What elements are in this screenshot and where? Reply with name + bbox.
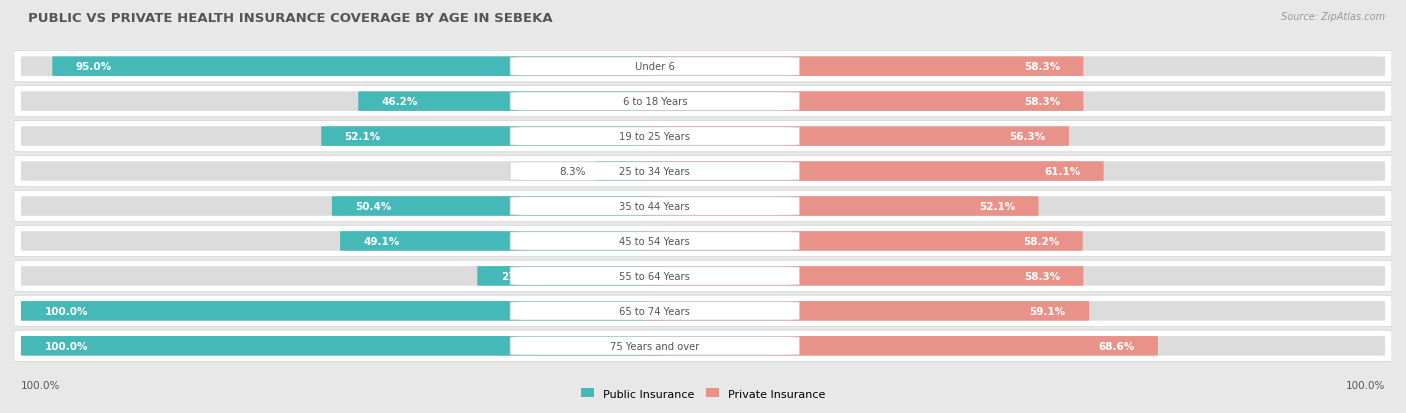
Text: 45 to 54 Years: 45 to 54 Years bbox=[620, 236, 690, 247]
Text: 100.0%: 100.0% bbox=[21, 380, 60, 390]
FancyBboxPatch shape bbox=[648, 197, 1039, 216]
FancyBboxPatch shape bbox=[648, 162, 1385, 181]
FancyBboxPatch shape bbox=[648, 232, 1083, 251]
Text: 58.2%: 58.2% bbox=[1024, 236, 1059, 247]
Text: 49.1%: 49.1% bbox=[364, 236, 399, 247]
FancyBboxPatch shape bbox=[478, 266, 662, 286]
FancyBboxPatch shape bbox=[648, 266, 1084, 286]
FancyBboxPatch shape bbox=[510, 58, 800, 76]
FancyBboxPatch shape bbox=[510, 232, 800, 251]
FancyBboxPatch shape bbox=[21, 197, 662, 216]
Legend: Public Insurance, Private Insurance: Public Insurance, Private Insurance bbox=[581, 388, 825, 399]
FancyBboxPatch shape bbox=[648, 57, 1385, 77]
FancyBboxPatch shape bbox=[648, 162, 1104, 181]
FancyBboxPatch shape bbox=[359, 92, 662, 112]
Text: 68.6%: 68.6% bbox=[1098, 341, 1135, 351]
Text: 50.4%: 50.4% bbox=[356, 202, 392, 211]
Text: 35 to 44 Years: 35 to 44 Years bbox=[620, 202, 690, 211]
Text: 52.1%: 52.1% bbox=[344, 132, 381, 142]
Text: 27.2%: 27.2% bbox=[501, 271, 537, 281]
FancyBboxPatch shape bbox=[14, 156, 1392, 188]
FancyBboxPatch shape bbox=[14, 86, 1392, 118]
FancyBboxPatch shape bbox=[14, 121, 1392, 152]
FancyBboxPatch shape bbox=[332, 197, 662, 216]
Text: 59.1%: 59.1% bbox=[1029, 306, 1066, 316]
FancyBboxPatch shape bbox=[648, 127, 1385, 147]
FancyBboxPatch shape bbox=[510, 162, 800, 181]
FancyBboxPatch shape bbox=[648, 301, 1090, 321]
Text: 58.3%: 58.3% bbox=[1024, 97, 1060, 107]
FancyBboxPatch shape bbox=[21, 336, 662, 356]
FancyBboxPatch shape bbox=[510, 128, 800, 146]
Text: 75 Years and over: 75 Years and over bbox=[610, 341, 699, 351]
FancyBboxPatch shape bbox=[510, 337, 800, 355]
FancyBboxPatch shape bbox=[648, 336, 1159, 356]
Text: 46.2%: 46.2% bbox=[381, 97, 418, 107]
Text: 19 to 25 Years: 19 to 25 Years bbox=[619, 132, 690, 142]
Text: 52.1%: 52.1% bbox=[979, 202, 1015, 211]
FancyBboxPatch shape bbox=[510, 302, 800, 320]
Text: PUBLIC VS PRIVATE HEALTH INSURANCE COVERAGE BY AGE IN SEBEKA: PUBLIC VS PRIVATE HEALTH INSURANCE COVER… bbox=[28, 12, 553, 25]
Text: 56.3%: 56.3% bbox=[1010, 132, 1046, 142]
FancyBboxPatch shape bbox=[648, 197, 1385, 216]
Text: 100.0%: 100.0% bbox=[45, 341, 87, 351]
FancyBboxPatch shape bbox=[596, 162, 662, 181]
FancyBboxPatch shape bbox=[21, 301, 662, 321]
FancyBboxPatch shape bbox=[21, 162, 662, 181]
FancyBboxPatch shape bbox=[648, 92, 1385, 112]
Text: 100.0%: 100.0% bbox=[1346, 380, 1385, 390]
FancyBboxPatch shape bbox=[21, 92, 662, 112]
FancyBboxPatch shape bbox=[21, 127, 662, 147]
FancyBboxPatch shape bbox=[14, 225, 1392, 257]
Text: Source: ZipAtlas.com: Source: ZipAtlas.com bbox=[1281, 12, 1385, 22]
FancyBboxPatch shape bbox=[21, 336, 662, 356]
FancyBboxPatch shape bbox=[21, 266, 662, 286]
FancyBboxPatch shape bbox=[648, 266, 1385, 286]
FancyBboxPatch shape bbox=[21, 232, 662, 251]
Text: 55 to 64 Years: 55 to 64 Years bbox=[619, 271, 690, 281]
FancyBboxPatch shape bbox=[21, 301, 662, 321]
Text: 25 to 34 Years: 25 to 34 Years bbox=[620, 166, 690, 177]
FancyBboxPatch shape bbox=[321, 127, 662, 147]
FancyBboxPatch shape bbox=[648, 57, 1084, 77]
Text: 6 to 18 Years: 6 to 18 Years bbox=[623, 97, 688, 107]
FancyBboxPatch shape bbox=[510, 197, 800, 216]
FancyBboxPatch shape bbox=[510, 93, 800, 111]
FancyBboxPatch shape bbox=[648, 232, 1385, 251]
FancyBboxPatch shape bbox=[510, 267, 800, 285]
Text: 65 to 74 Years: 65 to 74 Years bbox=[619, 306, 690, 316]
FancyBboxPatch shape bbox=[21, 57, 662, 77]
Text: 8.3%: 8.3% bbox=[560, 166, 586, 177]
FancyBboxPatch shape bbox=[14, 330, 1392, 362]
FancyBboxPatch shape bbox=[648, 301, 1385, 321]
Text: 100.0%: 100.0% bbox=[45, 306, 87, 316]
Text: 95.0%: 95.0% bbox=[76, 62, 112, 72]
FancyBboxPatch shape bbox=[14, 191, 1392, 222]
FancyBboxPatch shape bbox=[648, 92, 1084, 112]
FancyBboxPatch shape bbox=[52, 57, 662, 77]
Text: Under 6: Under 6 bbox=[636, 62, 675, 72]
FancyBboxPatch shape bbox=[14, 295, 1392, 327]
FancyBboxPatch shape bbox=[340, 232, 662, 251]
FancyBboxPatch shape bbox=[648, 336, 1385, 356]
Text: 58.3%: 58.3% bbox=[1024, 62, 1060, 72]
FancyBboxPatch shape bbox=[14, 261, 1392, 292]
FancyBboxPatch shape bbox=[14, 51, 1392, 83]
FancyBboxPatch shape bbox=[648, 127, 1069, 147]
Text: 61.1%: 61.1% bbox=[1045, 166, 1080, 177]
Text: 58.3%: 58.3% bbox=[1024, 271, 1060, 281]
